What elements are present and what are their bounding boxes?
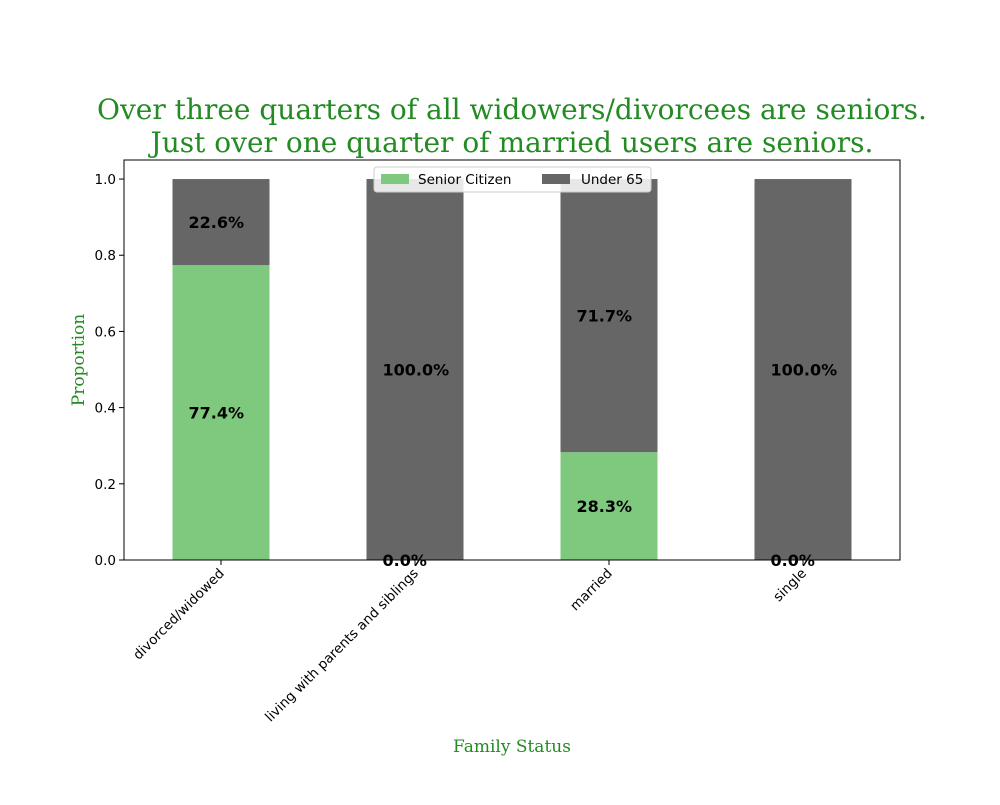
y-tick-label: 1.0 <box>95 172 116 188</box>
chart-legend: Senior Citizen Under 65 <box>373 166 652 193</box>
legend-swatch-under-65 <box>542 174 570 184</box>
bar-labels-layer: 77.4%22.6%0.0%100.0%28.3%71.7%0.0%100.0% <box>189 213 838 570</box>
chart-title-line-2: Just over one quarter of married users a… <box>148 126 874 159</box>
bar-senior-citizen-married <box>560 452 658 560</box>
x-tick-label-married: married <box>567 566 616 615</box>
x-tick-label-divorced-widowed: divorced/widowed <box>130 566 228 664</box>
x-axis-title: Family Status <box>453 737 571 757</box>
y-tick-label: 0.6 <box>95 324 116 340</box>
legend-label-under-65: Under 65 <box>581 172 643 188</box>
legend-box <box>373 166 652 193</box>
chart-title-line-1: Over three quarters of all widowers/divo… <box>97 93 927 126</box>
bars-layer <box>172 179 852 561</box>
y-tick-label: 0.0 <box>95 553 116 569</box>
y-axis: 0.0 0.2 0.4 0.6 0.8 1.0 <box>95 172 124 569</box>
bar-label-under-65-living-with-parents-and-siblings: 100.0% <box>383 361 450 380</box>
bar-label-under-65-married: 71.7% <box>577 307 633 326</box>
y-tick-label: 0.2 <box>95 477 116 493</box>
y-tick-label: 0.8 <box>95 248 116 264</box>
bar-label-under-65-divorced-widowed: 22.6% <box>189 213 245 232</box>
bar-under-65-divorced-widowed <box>172 179 270 266</box>
x-tick-label-single: single <box>770 566 810 606</box>
legend-swatch-senior-citizen <box>381 174 409 184</box>
bar-under-65-married <box>560 179 658 453</box>
bar-label-under-65-single: 100.0% <box>771 361 838 380</box>
bar-senior-citizen-divorced-widowed <box>172 265 270 560</box>
x-tick-label-living-with-parents-and-siblings: living with parents and siblings <box>262 566 422 726</box>
y-tick-label: 0.4 <box>95 401 116 417</box>
bar-under-65-single <box>754 179 852 561</box>
bar-under-65-living-with-parents-and-siblings <box>366 179 464 561</box>
legend-label-senior-citizen: Senior Citizen <box>418 172 511 188</box>
x-axis: divorced/widowed living with parents and … <box>130 560 810 725</box>
bar-label-senior-citizen-married: 28.3% <box>577 497 633 516</box>
plot-area-frame <box>123 159 901 561</box>
bar-label-senior-citizen-divorced-widowed: 77.4% <box>189 404 245 423</box>
y-axis-title: Proportion <box>69 314 89 407</box>
